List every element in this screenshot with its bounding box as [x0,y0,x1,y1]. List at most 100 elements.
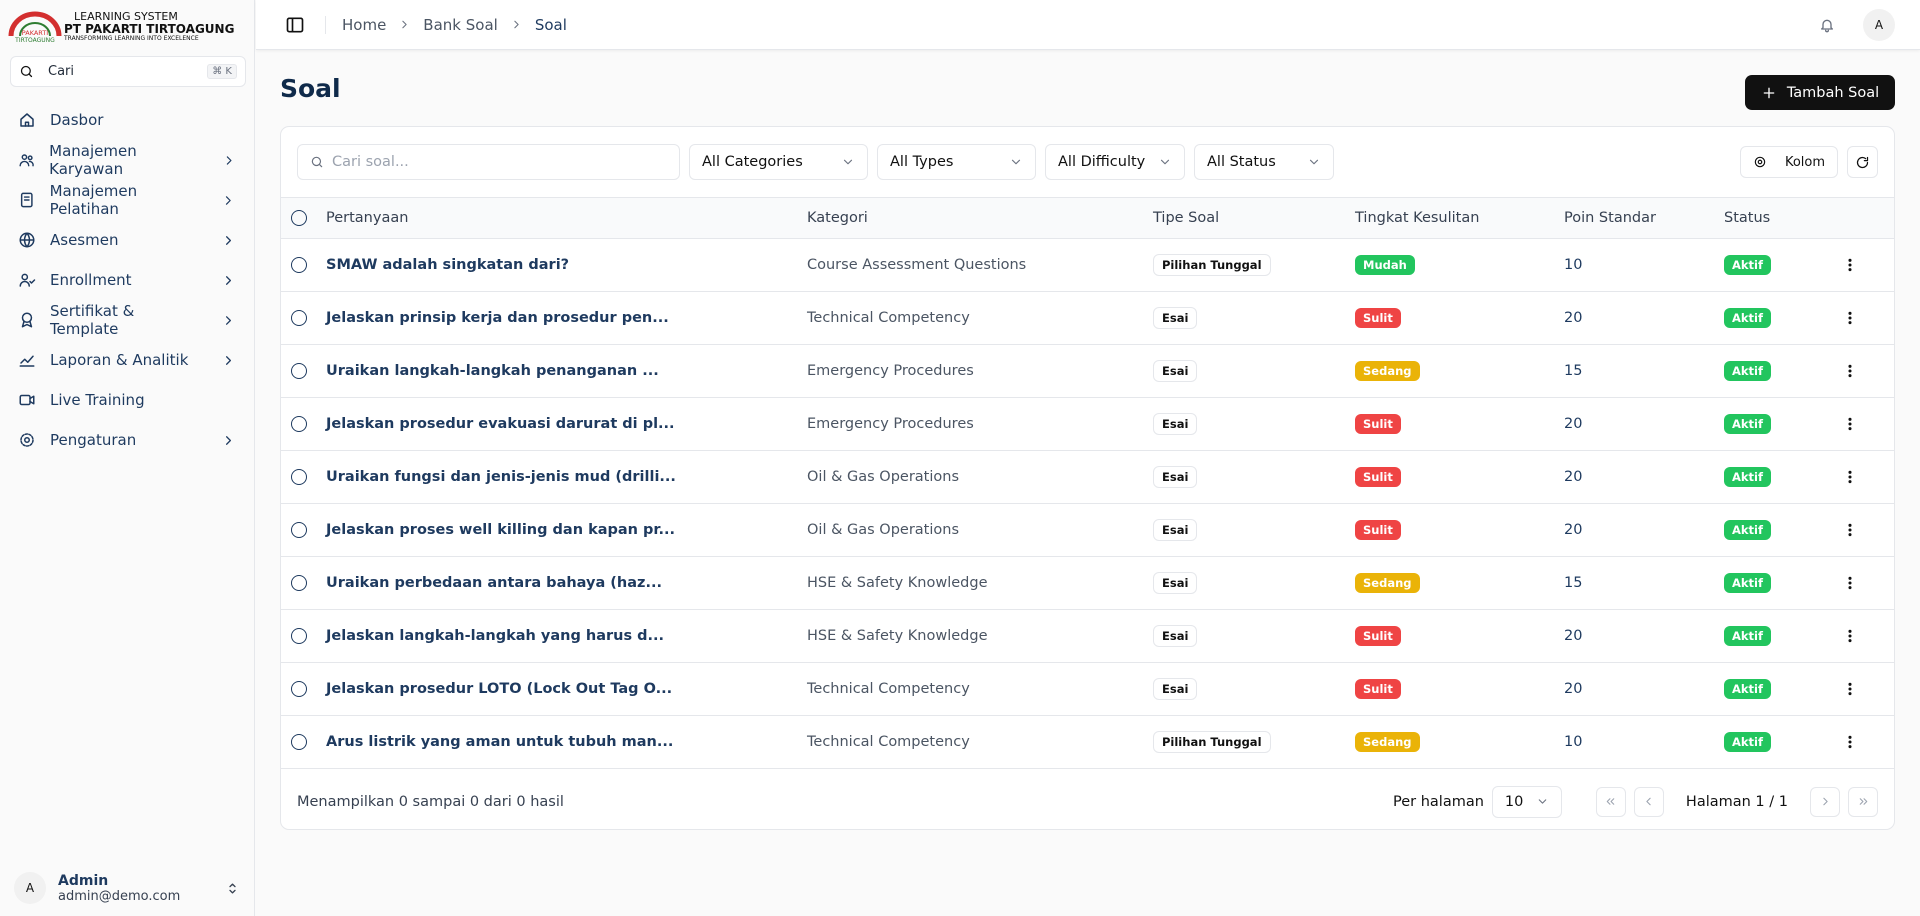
icon-shape [1848,528,1852,532]
icon-shape [1859,798,1867,805]
row-menu[interactable] [1842,257,1858,273]
icon-shape [1848,581,1852,585]
add-button[interactable]: Tambah Soal [1745,75,1895,110]
per-page-select[interactable]: 10 [1491,785,1562,818]
category: Technical Competency [806,291,1152,345]
nav-label: Laporan & Analitik [50,351,189,369]
icon-shape [1848,364,1852,368]
cell: Aktif [1723,715,1841,769]
cell [1841,344,1894,398]
points: 20 [1563,450,1723,504]
filter-select[interactable]: All Types [877,144,1036,180]
icon-shape [843,159,853,165]
icon-shape [1607,798,1615,805]
sidebar-toggle[interactable] [285,15,305,35]
question[interactable]: Jelaskan prosedur LOTO (Lock Out Tag O..… [325,662,806,716]
page-button[interactable] [1595,786,1626,817]
question[interactable]: Jelaskan prosedur evakuasi darurat di pl… [325,397,806,451]
notifications[interactable] [1819,17,1835,33]
row-checkbox[interactable] [291,681,307,697]
difficulty-badge: Sedang [1355,573,1420,593]
cell: Sulit [1354,662,1563,716]
row-menu[interactable] [1842,628,1858,644]
brand-tagline: TRANSFORMING LEARNING INTO EXCELENCE [64,35,199,43]
nav-item[interactable]: Live Training [0,380,254,420]
nav-item[interactable]: Enrollment [0,260,254,300]
select-all[interactable] [291,210,307,226]
table-row: Uraikan langkah-langkah penanganan ... Em… [281,344,1894,398]
row-checkbox[interactable] [291,310,307,326]
icon-shape [1646,797,1652,806]
nav-item[interactable]: Manajemen Pelatihan [0,180,254,220]
avatar[interactable]: A [1863,8,1895,41]
question[interactable]: Arus listrik yang aman untuk tubuh man..… [325,715,806,769]
search-input[interactable]: Cari soal... [297,144,680,180]
question[interactable]: Uraikan fungsi dan jenis-jenis mud (dril… [325,450,806,504]
nav-item[interactable]: Pengaturan [0,420,254,460]
breadcrumb-item[interactable]: Bank Soal [423,15,498,34]
row-menu[interactable] [1842,310,1858,326]
sidebar-search[interactable]: Cari ⌘ K [10,56,246,87]
row-menu[interactable] [1842,469,1858,485]
nav-item[interactable]: Manajemen Karyawan [0,140,254,180]
row-checkbox[interactable] [291,575,307,591]
table-row: Uraikan fungsi dan jenis-jenis mud (dril… [281,450,1894,504]
points: 10 [1563,238,1723,292]
row-checkbox[interactable] [291,469,307,485]
icon-shape [1848,639,1852,643]
cell: Sulit [1354,450,1563,504]
filter-select[interactable]: All Categories [689,144,868,180]
row-menu[interactable] [1842,681,1858,697]
question[interactable]: Jelaskan prinsip kerja dan prosedur pen.… [325,291,806,345]
table-head: Pertanyaan Kategori Tipe Soal Tingkat Kesul… [281,197,1894,239]
question[interactable]: Jelaskan langkah-langkah yang harus d... [325,609,806,663]
filter-select[interactable]: All Difficulty [1045,144,1185,180]
row-menu[interactable] [1842,522,1858,538]
row-checkbox[interactable] [291,734,307,750]
icon [1856,156,1869,168]
pagination: Per halaman 10 Halaman 1 / 1 [1393,785,1878,818]
cell: Aktif [1723,609,1841,663]
nav-item[interactable]: Asesmen [0,220,254,260]
breadcrumb-item[interactable]: Home [342,15,387,34]
filter-select[interactable]: All Status [1194,144,1334,180]
nav-item[interactable]: Sertifikat & Template [0,300,254,340]
row-checkbox[interactable] [291,522,307,538]
page-button[interactable] [1633,786,1664,817]
columns-button[interactable]: Kolom [1739,146,1838,178]
question[interactable]: Uraikan perbedaan antara bahaya (haz... [325,556,806,610]
icon-shape [1848,374,1852,378]
points: 20 [1563,609,1723,663]
difficulty-badge: Sulit [1355,520,1401,540]
page-button[interactable] [1810,786,1840,817]
brand-company: PT PAKARTI TIRTOAGUNG [64,22,235,37]
question[interactable]: SMAW adalah singkatan dari? [325,238,806,292]
row-checkbox[interactable] [291,416,307,432]
row-checkbox[interactable] [291,363,307,379]
nav-item[interactable]: Laporan & Analitik [0,340,254,380]
question[interactable]: Jelaskan proses well killing dan kapan p… [325,503,806,557]
add-button-label: Tambah Soal [1786,84,1880,101]
cell [1841,238,1894,292]
row-menu[interactable] [1842,734,1858,750]
nav-item[interactable]: Dasbor [0,100,254,140]
user-menu[interactable]: A Admin admin@demo.com [14,872,240,904]
avatar: A [14,872,46,904]
icon-shape [1856,156,1869,168]
row-checkbox[interactable] [291,628,307,644]
icon [19,154,34,167]
row-checkbox[interactable] [291,257,307,273]
row-menu[interactable] [1842,363,1858,379]
cell: Sedang [1354,715,1563,769]
column-header: Status [1723,197,1841,239]
refresh-button[interactable] [1847,146,1878,178]
row-menu[interactable] [1842,575,1858,591]
icon-shape [19,232,35,248]
table-row: Jelaskan prosedur LOTO (Lock Out Tag O..… [281,662,1894,716]
chevron [226,155,232,165]
question[interactable]: Uraikan langkah-langkah penanganan ... [325,344,806,398]
page-button[interactable] [1848,786,1878,817]
nav-label: Asesmen [50,231,119,249]
row-menu[interactable] [1842,416,1858,432]
icon-shape [1848,427,1852,431]
